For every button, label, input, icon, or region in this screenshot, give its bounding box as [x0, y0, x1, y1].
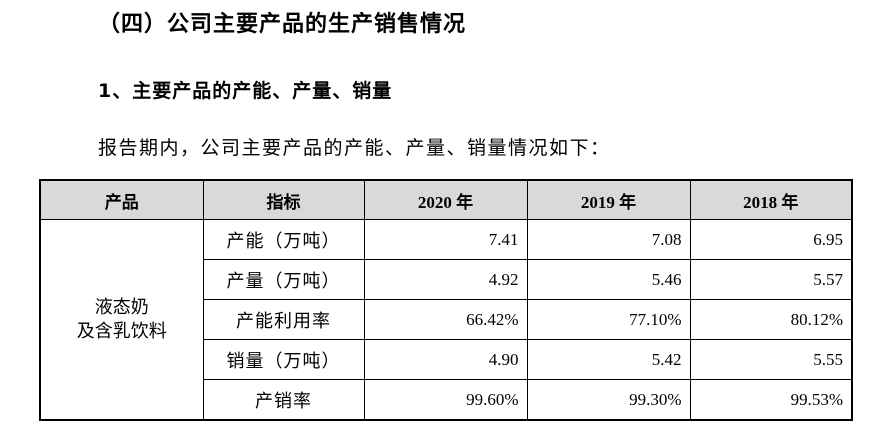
value-2019: 99.30%	[526, 379, 691, 421]
value-2018: 5.57	[689, 259, 853, 300]
value-2020: 4.92	[363, 259, 528, 300]
value-2019: 5.46	[526, 259, 691, 300]
value-2018: 99.53%	[689, 379, 853, 421]
value-2020: 4.90	[363, 339, 528, 380]
section-heading: （四）公司主要产品的生产销售情况	[98, 12, 467, 37]
subheading: 1、主要产品的产能、产量、销量	[98, 80, 393, 102]
metric-cell: 产销率	[202, 379, 365, 421]
table-row: 液态奶 及含乳饮料 产能（万吨） 7.41 7.08 6.95	[39, 219, 853, 421]
header-product: 产品	[39, 179, 204, 220]
value-2020: 7.41	[363, 219, 528, 260]
metric-cell: 产能（万吨）	[202, 219, 365, 260]
table-header-row: 产品 指标 2020 年 2019 年 2018 年	[39, 179, 853, 220]
value-2019: 77.10%	[526, 299, 691, 340]
product-name-line1: 液态奶	[94, 296, 149, 318]
metric-cell: 销量（万吨）	[202, 339, 365, 380]
value-2018: 80.12%	[689, 299, 853, 340]
table-row: 产销率 99.60% 99.30% 99.53%	[40, 379, 853, 421]
header-2020: 2020 年	[363, 179, 528, 220]
value-2018: 5.55	[689, 339, 853, 380]
product-cell: 液态奶 及含乳饮料	[39, 219, 204, 421]
header-2019: 2019 年	[526, 179, 691, 220]
table-row: 产能利用率 66.42% 77.10% 80.12%	[40, 299, 853, 340]
metric-cell: 产能利用率	[202, 299, 365, 340]
value-2019: 5.42	[526, 339, 691, 380]
metric-cell: 产量（万吨）	[202, 259, 365, 300]
value-2019: 7.08	[526, 219, 691, 260]
table-row: 销量（万吨） 4.90 5.42 5.55	[40, 339, 853, 380]
product-name-line2: 及含乳饮料	[76, 320, 167, 342]
value-2020: 99.60%	[363, 379, 528, 421]
production-sales-table: 产品 指标 2020 年 2019 年 2018 年 液态奶 及含乳饮料 产能（…	[39, 179, 853, 421]
value-2018: 6.95	[689, 219, 853, 260]
header-metric: 指标	[202, 179, 365, 220]
intro-paragraph: 报告期内，公司主要产品的产能、产量、销量情况如下：	[98, 137, 611, 159]
value-2020: 66.42%	[363, 299, 528, 340]
table-row: 产量（万吨） 4.92 5.46 5.57	[40, 259, 853, 300]
header-2018: 2018 年	[689, 179, 853, 220]
